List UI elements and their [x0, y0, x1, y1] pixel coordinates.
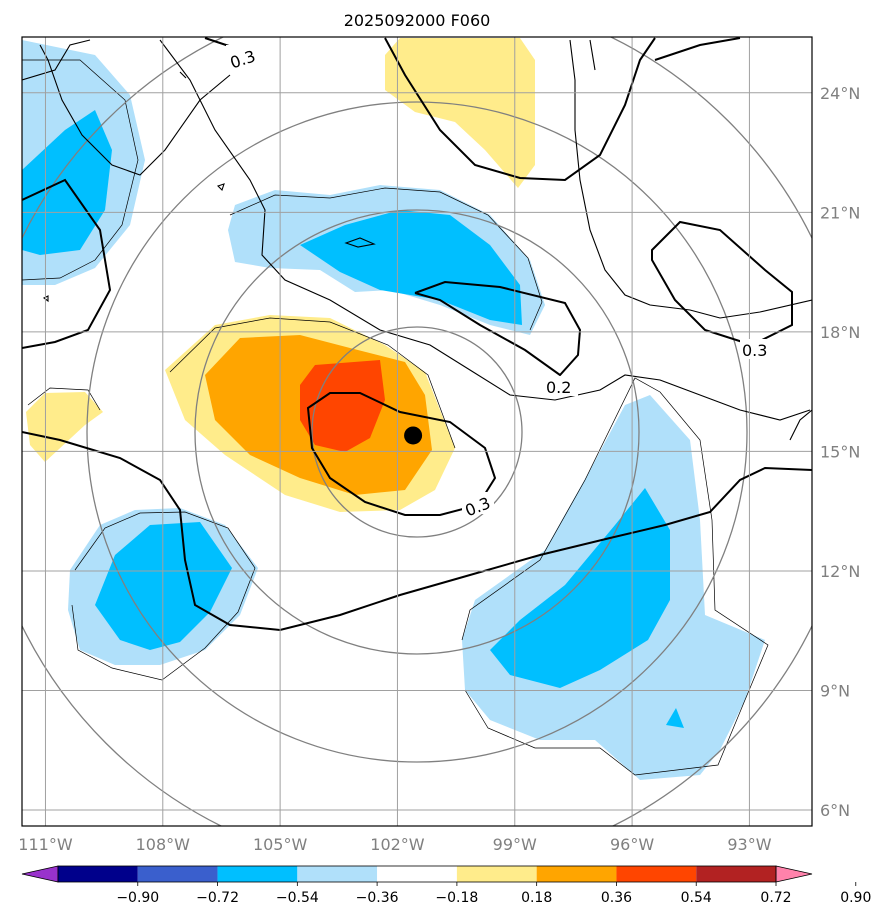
lon-tick-label: 99°W	[493, 835, 537, 854]
colorbar-tick-label: 0.72	[760, 890, 791, 906]
colorbar-segment	[616, 866, 697, 882]
map-layers	[22, 37, 812, 826]
colorbar-segment	[696, 866, 776, 882]
contour-labels: 0.3 0.3 0.2 0.3	[226, 45, 774, 520]
lat-tick-label: 21°N	[820, 203, 860, 222]
colorbar-extend-high	[775, 865, 813, 883]
storm-center-marker	[404, 426, 423, 445]
colorbar-segment	[456, 866, 537, 882]
shade-neg-se-inner	[490, 488, 670, 688]
lat-tick-label: 18°N	[820, 323, 860, 342]
colorbar-extend-low	[21, 865, 59, 883]
lat-tick-label: 12°N	[820, 562, 860, 581]
shade-pos-north	[385, 38, 535, 188]
shade-neg-se-fleck	[666, 708, 684, 728]
shade-neg-sw-inner	[95, 522, 232, 650]
lon-tick-label: 105°W	[253, 835, 308, 854]
shaded-fields	[22, 38, 765, 780]
colorbar-tick-label: −0.72	[196, 890, 239, 906]
colorbar-tick-label: 0.54	[681, 890, 712, 906]
colorbar-tick-label: 0.36	[601, 890, 632, 906]
colorbar-segment	[536, 866, 617, 882]
contour-label: 0.2	[546, 378, 571, 397]
colorbar-tick-label: −0.54	[276, 890, 319, 906]
lon-tick-label: 93°W	[727, 835, 771, 854]
colorbar-segment	[377, 866, 457, 882]
longitude-labels: 111°W 108°W 105°W 102°W 99°W 96°W 93°W	[18, 835, 771, 854]
lat-tick-label: 24°N	[820, 84, 860, 103]
colorbar: −0.90 −0.72 −0.54 −0.36 −0.18 0.18 0.36 0.54 0.7…	[21, 865, 871, 906]
lat-tick-label: 15°N	[820, 442, 860, 461]
coastlines	[22, 39, 812, 441]
colorbar-segment	[58, 866, 138, 882]
colorbar-segment	[297, 866, 378, 882]
range-ring-2	[194, 209, 640, 655]
colorbar-tick-label: 0.18	[521, 890, 552, 906]
lat-tick-label: 9°N	[820, 682, 850, 701]
graticule	[22, 37, 812, 826]
lon-tick-label: 108°W	[136, 835, 191, 854]
latitude-labels: 6°N 9°N 12°N 15°N 18°N 21°N 24°N	[820, 84, 860, 820]
colorbar-segment	[217, 866, 298, 882]
lon-tick-label: 111°W	[18, 835, 73, 854]
colorbar-segment	[137, 866, 218, 882]
range-ring-3	[86, 101, 748, 763]
colorbar-frame	[57, 865, 777, 883]
lat-tick-label: 6°N	[820, 801, 850, 820]
anomaly-outlines	[22, 59, 769, 776]
colorbar-tick-label: −0.18	[435, 890, 478, 906]
chart-title: 2025092000 F060	[344, 11, 491, 30]
contour-label: 0.3	[742, 341, 767, 360]
range-rings	[22, 37, 812, 826]
range-ring-1	[311, 326, 523, 538]
shade-pos-center-072	[300, 360, 385, 452]
colorbar-tick-label: −0.90	[116, 890, 159, 906]
lon-tick-label: 96°W	[610, 835, 654, 854]
map-frame	[21, 36, 813, 827]
colorbar-tick-label: 0.90	[840, 890, 871, 906]
shade-neg-north-inner	[300, 210, 522, 325]
lon-tick-label: 102°W	[370, 835, 425, 854]
colorbar-tick-label: −0.36	[356, 890, 399, 906]
